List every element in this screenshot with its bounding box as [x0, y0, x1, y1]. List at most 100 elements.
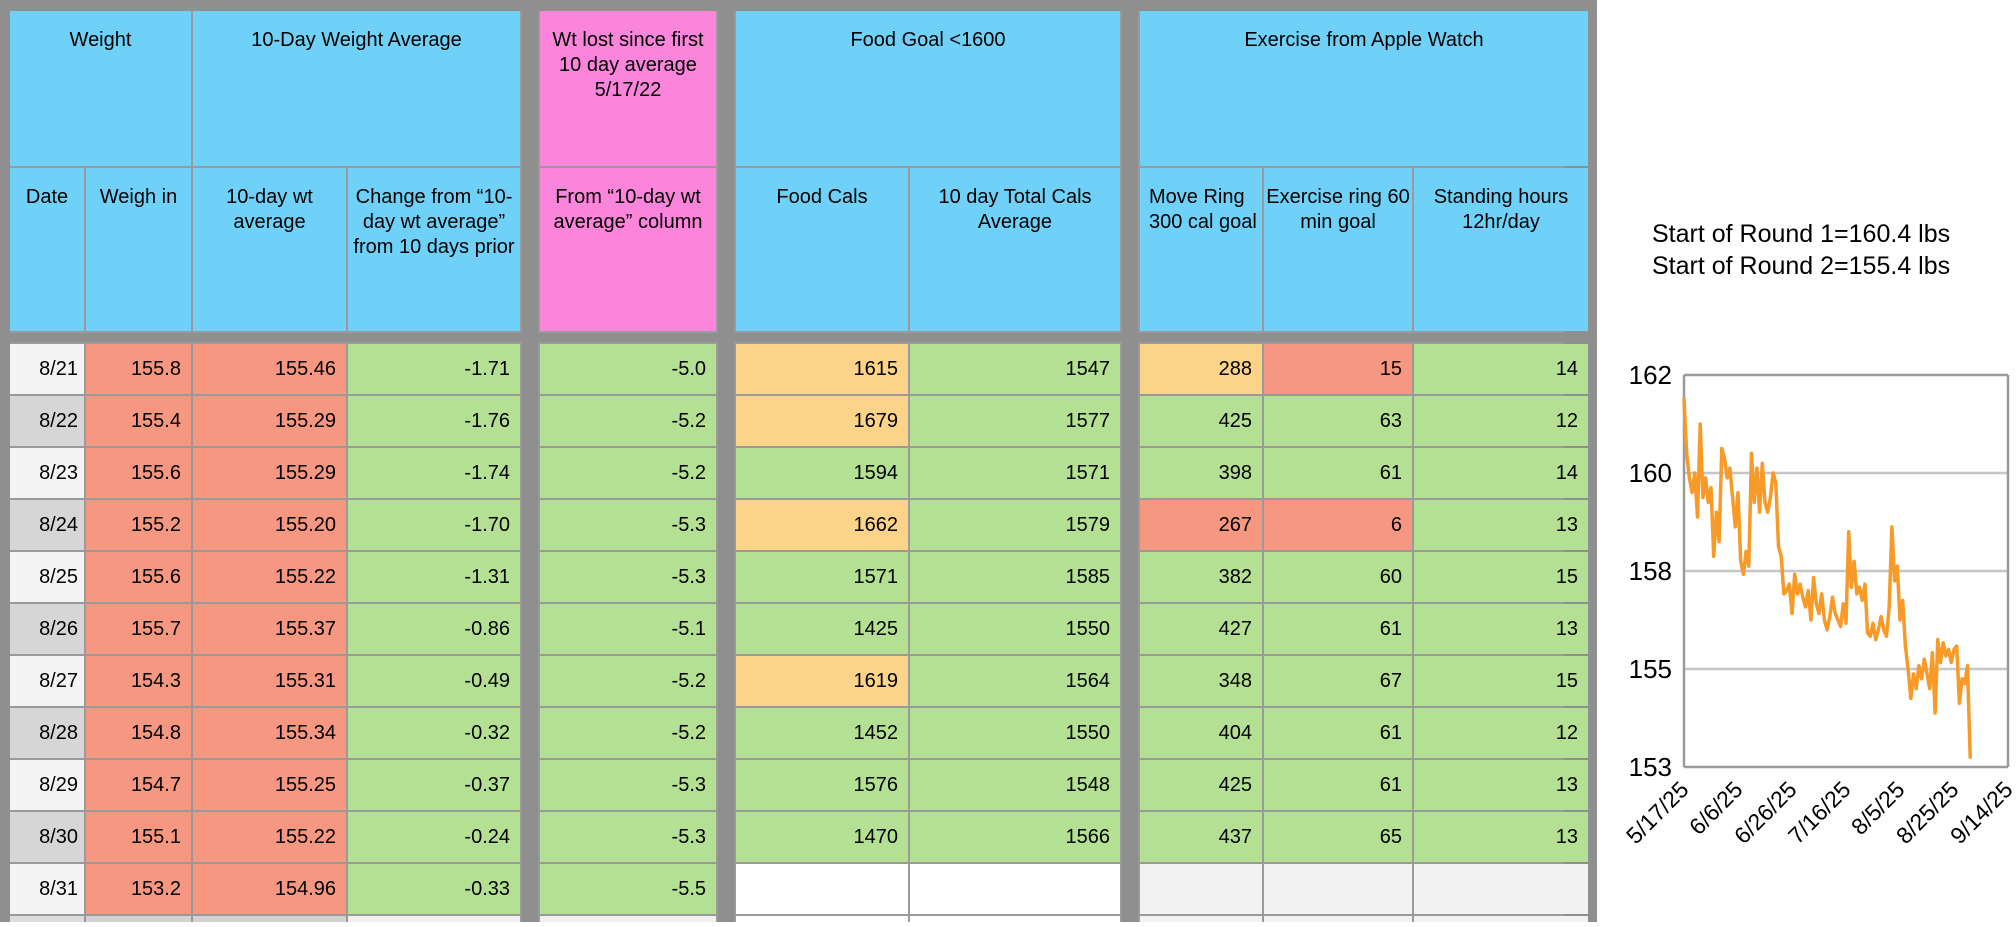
move-ring-cell[interactable]: 404: [1140, 708, 1262, 758]
standing-hours-cell[interactable]: 13: [1414, 500, 1588, 550]
move-ring-cell[interactable]: 288: [1140, 344, 1262, 394]
standing-hours-cell[interactable]: 13: [1414, 760, 1588, 810]
food-avg-cell[interactable]: [910, 864, 1120, 914]
weigh-in-cell[interactable]: 155.6: [86, 552, 191, 602]
date-cell[interactable]: 8/23: [10, 448, 84, 498]
food-cals-cell[interactable]: 1576: [736, 760, 908, 810]
wt-lost-cell[interactable]: -5.2: [540, 396, 716, 446]
food-cals-cell[interactable]: 1615: [736, 344, 908, 394]
weigh-in-cell[interactable]: 155.4: [86, 396, 191, 446]
food-avg-cell[interactable]: 1571: [910, 448, 1120, 498]
weigh-in-cell[interactable]: 153.2: [86, 864, 191, 914]
avg10-cell[interactable]: 155.20: [193, 500, 346, 550]
wt-lost-cell[interactable]: -5.3: [540, 812, 716, 862]
wt-lost-cell[interactable]: -5.5: [540, 864, 716, 914]
exercise-ring-cell[interactable]: [1264, 864, 1412, 914]
change-cell[interactable]: -1.71: [348, 344, 520, 394]
exercise-ring-cell[interactable]: 61: [1264, 760, 1412, 810]
move-ring-cell[interactable]: 267: [1140, 500, 1262, 550]
standing-hours-cell[interactable]: 12: [1414, 396, 1588, 446]
avg10-cell[interactable]: 155.22: [193, 812, 346, 862]
wt-lost-cell[interactable]: -5.3: [540, 552, 716, 602]
exercise-ring-cell[interactable]: 6: [1264, 500, 1412, 550]
standing-hours-cell[interactable]: 14: [1414, 344, 1588, 394]
standing-hours-cell[interactable]: 12: [1414, 708, 1588, 758]
wt-lost-cell[interactable]: -5.2: [540, 708, 716, 758]
move-ring-cell[interactable]: 437: [1140, 812, 1262, 862]
wt-lost-cell[interactable]: -5.0: [540, 344, 716, 394]
move-ring-cell[interactable]: 348: [1140, 656, 1262, 706]
avg10-cell[interactable]: 155.31: [193, 656, 346, 706]
avg10-cell[interactable]: 155.37: [193, 604, 346, 654]
change-cell[interactable]: -1.31: [348, 552, 520, 602]
wt-lost-cell[interactable]: -5.1: [540, 604, 716, 654]
move-ring-cell[interactable]: 427: [1140, 604, 1262, 654]
change-cell[interactable]: -1.74: [348, 448, 520, 498]
move-ring-cell[interactable]: 425: [1140, 396, 1262, 446]
weigh-in-cell[interactable]: 155.7: [86, 604, 191, 654]
food-avg-cell[interactable]: 1577: [910, 396, 1120, 446]
move-ring-cell[interactable]: 398: [1140, 448, 1262, 498]
weigh-in-cell[interactable]: 154.3: [86, 656, 191, 706]
date-cell[interactable]: 8/21: [10, 344, 84, 394]
standing-hours-cell[interactable]: 15: [1414, 552, 1588, 602]
date-cell[interactable]: 8/22: [10, 396, 84, 446]
food-avg-cell[interactable]: 1547: [910, 344, 1120, 394]
food-cals-cell[interactable]: 1425: [736, 604, 908, 654]
change-cell[interactable]: -1.70: [348, 500, 520, 550]
food-cals-cell[interactable]: 1571: [736, 552, 908, 602]
food-cals-cell[interactable]: 1679: [736, 396, 908, 446]
weigh-in-cell[interactable]: 155.2: [86, 500, 191, 550]
change-cell[interactable]: -1.76: [348, 396, 520, 446]
exercise-ring-cell[interactable]: 63: [1264, 396, 1412, 446]
exercise-ring-cell[interactable]: 65: [1264, 812, 1412, 862]
food-cals-cell[interactable]: 1594: [736, 448, 908, 498]
food-avg-cell[interactable]: 1550: [910, 604, 1120, 654]
avg10-cell[interactable]: 155.29: [193, 448, 346, 498]
change-cell[interactable]: -0.33: [348, 864, 520, 914]
move-ring-cell[interactable]: 425: [1140, 760, 1262, 810]
change-cell[interactable]: -0.37: [348, 760, 520, 810]
date-cell[interactable]: 8/25: [10, 552, 84, 602]
change-cell[interactable]: -0.49: [348, 656, 520, 706]
food-avg-cell[interactable]: 1550: [910, 708, 1120, 758]
weigh-in-cell[interactable]: 154.7: [86, 760, 191, 810]
food-cals-cell[interactable]: 1619: [736, 656, 908, 706]
exercise-ring-cell[interactable]: 61: [1264, 708, 1412, 758]
date-cell[interactable]: 8/29: [10, 760, 84, 810]
food-cals-cell[interactable]: 1470: [736, 812, 908, 862]
avg10-cell[interactable]: 155.46: [193, 344, 346, 394]
weigh-in-cell[interactable]: 155.6: [86, 448, 191, 498]
date-cell[interactable]: 8/26: [10, 604, 84, 654]
food-avg-cell[interactable]: 1548: [910, 760, 1120, 810]
standing-hours-cell[interactable]: 14: [1414, 448, 1588, 498]
date-cell[interactable]: 8/30: [10, 812, 84, 862]
weigh-in-cell[interactable]: 154.8: [86, 708, 191, 758]
exercise-ring-cell[interactable]: 67: [1264, 656, 1412, 706]
food-avg-cell[interactable]: 1564: [910, 656, 1120, 706]
date-cell[interactable]: 8/27: [10, 656, 84, 706]
wt-lost-cell[interactable]: -5.3: [540, 760, 716, 810]
exercise-ring-cell[interactable]: 60: [1264, 552, 1412, 602]
standing-hours-cell[interactable]: 13: [1414, 604, 1588, 654]
avg10-cell[interactable]: 155.22: [193, 552, 346, 602]
food-cals-cell[interactable]: 1662: [736, 500, 908, 550]
exercise-ring-cell[interactable]: 61: [1264, 604, 1412, 654]
food-cals-cell[interactable]: 1452: [736, 708, 908, 758]
change-cell[interactable]: -0.86: [348, 604, 520, 654]
exercise-ring-cell[interactable]: 61: [1264, 448, 1412, 498]
move-ring-cell[interactable]: [1140, 864, 1262, 914]
wt-lost-cell[interactable]: -5.2: [540, 656, 716, 706]
avg10-cell[interactable]: 154.96: [193, 864, 346, 914]
food-avg-cell[interactable]: 1579: [910, 500, 1120, 550]
exercise-ring-cell[interactable]: 15: [1264, 344, 1412, 394]
standing-hours-cell[interactable]: 15: [1414, 656, 1588, 706]
weigh-in-cell[interactable]: 155.8: [86, 344, 191, 394]
standing-hours-cell[interactable]: 13: [1414, 812, 1588, 862]
move-ring-cell[interactable]: 382: [1140, 552, 1262, 602]
standing-hours-cell[interactable]: [1414, 864, 1588, 914]
avg10-cell[interactable]: 155.25: [193, 760, 346, 810]
date-cell[interactable]: 8/31: [10, 864, 84, 914]
avg10-cell[interactable]: 155.29: [193, 396, 346, 446]
wt-lost-cell[interactable]: -5.2: [540, 448, 716, 498]
